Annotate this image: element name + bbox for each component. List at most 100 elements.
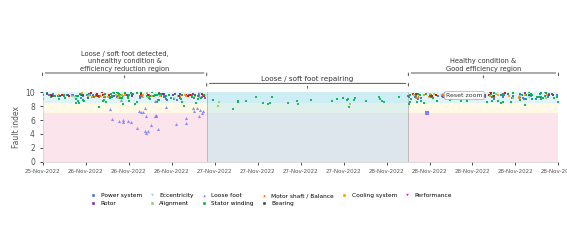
Point (198, 95, 207, 99)
Point (518, 93, 527, 97)
Point (116, 98, 125, 102)
Point (515, 94, 524, 97)
Point (193, 97, 202, 101)
Point (133, 127, 142, 130)
Point (446, 98, 455, 102)
Point (201, 93, 210, 97)
Point (455, 95, 464, 99)
Point (375, 97, 384, 100)
Point (190, 94, 199, 97)
Point (459, 93, 468, 97)
Point (90, 95, 99, 98)
Point (67, 94, 77, 97)
Point (234, 100, 243, 104)
Point (118, 102, 127, 106)
Point (515, 95, 524, 99)
Point (509, 94, 518, 98)
Point (48, 94, 57, 98)
Point (484, 93, 493, 97)
Point (194, 114, 203, 118)
Point (156, 93, 165, 96)
Point (473, 92, 482, 96)
Bar (43, 103, 558, 113)
Point (350, 96, 359, 100)
Point (411, 94, 420, 98)
Point (177, 100, 187, 104)
Point (130, 103, 139, 106)
Point (442, 96, 451, 100)
Point (119, 118, 128, 122)
Point (543, 93, 552, 96)
Point (87, 95, 96, 99)
Point (185, 93, 194, 97)
Point (215, 100, 224, 104)
Point (123, 119, 132, 123)
Point (521, 94, 530, 97)
Point (489, 94, 498, 98)
Point (85, 93, 94, 97)
Point (209, 98, 218, 102)
Point (153, 100, 162, 104)
Point (113, 93, 122, 96)
Point (158, 92, 167, 96)
Point (467, 94, 476, 97)
Point (344, 105, 353, 108)
Point (175, 94, 184, 97)
Point (505, 94, 514, 98)
Point (421, 92, 430, 95)
Point (522, 97, 531, 101)
Point (345, 103, 354, 106)
Point (307, 98, 316, 102)
Point (83, 95, 92, 98)
Point (200, 96, 209, 100)
Point (196, 96, 205, 100)
Point (113, 96, 122, 100)
Point (527, 92, 536, 96)
Point (349, 98, 358, 101)
Point (527, 97, 536, 101)
Point (119, 120, 128, 123)
Point (439, 95, 448, 98)
Point (412, 100, 421, 104)
Point (83, 93, 92, 97)
Point (463, 92, 472, 96)
Point (48, 94, 57, 97)
Point (181, 121, 191, 125)
Point (107, 95, 116, 99)
Y-axis label: Fault index: Fault index (12, 106, 21, 148)
Legend: Power system, Rotor, Eccentricity, Alignment, Loose foot, Stator winding, Motor : Power system, Rotor, Eccentricity, Align… (85, 191, 454, 209)
Point (124, 99, 133, 103)
Point (151, 99, 160, 103)
Point (521, 103, 530, 107)
Point (115, 92, 124, 96)
Point (532, 97, 541, 101)
Point (524, 93, 534, 97)
Point (408, 93, 417, 96)
Point (141, 131, 150, 135)
Point (419, 101, 428, 105)
Point (426, 93, 435, 97)
Point (413, 94, 422, 97)
Point (500, 93, 509, 96)
Point (142, 94, 151, 98)
Point (538, 96, 547, 100)
Point (534, 95, 543, 99)
Point (176, 97, 185, 100)
Point (268, 96, 277, 99)
Point (194, 91, 203, 95)
Point (181, 94, 190, 98)
Point (498, 95, 507, 98)
Point (509, 97, 518, 100)
Point (445, 95, 454, 98)
Point (187, 94, 196, 97)
Point (540, 91, 549, 94)
Point (88, 95, 98, 99)
Point (520, 93, 529, 97)
Point (413, 92, 422, 95)
Point (71, 97, 81, 100)
Point (88, 94, 98, 98)
Point (150, 93, 159, 97)
Point (427, 95, 436, 99)
Point (380, 100, 389, 103)
Point (466, 95, 475, 99)
